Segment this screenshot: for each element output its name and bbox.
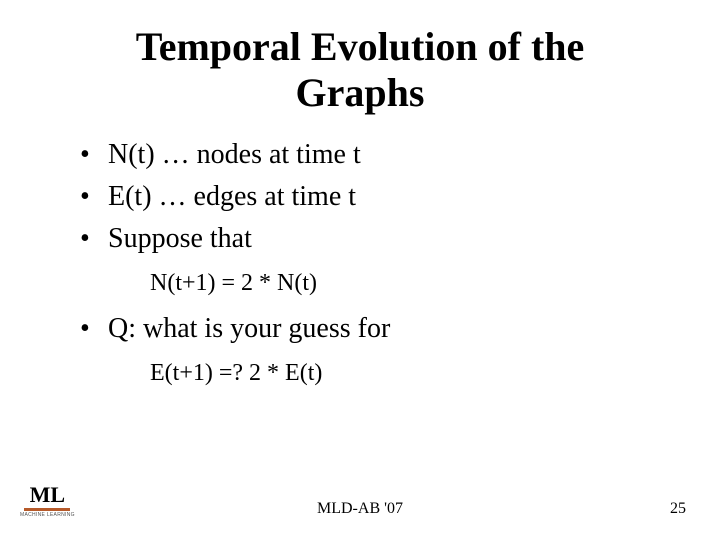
sub-bullet: N(t+1) = 2 * N(t) [80, 264, 660, 302]
page-number: 25 [670, 500, 686, 518]
sub-bullet: E(t+1) =? 2 * E(t) [80, 354, 660, 392]
title-line-1: Temporal Evolution of the [136, 24, 585, 69]
bullet-text: Suppose that [108, 223, 252, 254]
bullet-item: Suppose that [80, 218, 660, 260]
bullet-item: E(t) … edges at time t [80, 176, 660, 218]
bullet-text: N(t) … nodes at time t [108, 139, 361, 170]
footer-center: MLD-AB '07 [0, 500, 720, 518]
bullet-list: Q: what is your guess for [80, 308, 660, 350]
title-line-2: Graphs [296, 70, 425, 115]
slide-body: N(t) … nodes at time t E(t) … edges at t… [0, 116, 720, 393]
bullet-list: N(t) … nodes at time t E(t) … edges at t… [80, 134, 660, 260]
bullet-text: E(t) … edges at time t [108, 181, 356, 212]
bullet-text: Q: what is your guess for [108, 313, 390, 344]
slide: Temporal Evolution of the Graphs N(t) … … [0, 0, 720, 540]
sub-bullet-text: E(t+1) =? 2 * E(t) [150, 360, 322, 386]
bullet-item: N(t) … nodes at time t [80, 134, 660, 176]
slide-title: Temporal Evolution of the Graphs [0, 0, 720, 116]
sub-bullet-text: N(t+1) = 2 * N(t) [150, 270, 317, 296]
bullet-item: Q: what is your guess for [80, 308, 660, 350]
